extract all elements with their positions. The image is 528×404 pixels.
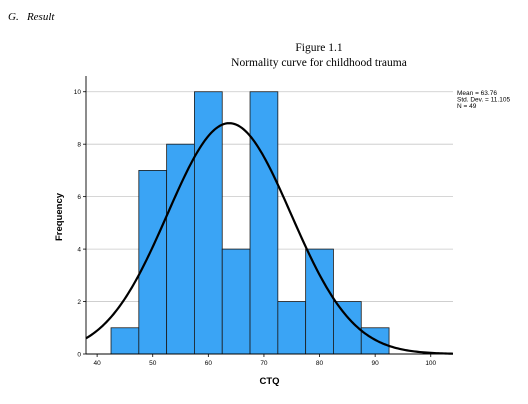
x-tick-label: 100 (425, 360, 436, 367)
x-tick-label: 50 (149, 360, 157, 367)
section-heading: G. Result (8, 11, 55, 23)
y-tick-label: 6 (77, 194, 81, 201)
histogram-bar (110, 327, 140, 355)
histogram-bar (277, 301, 307, 355)
histogram-bar (194, 91, 223, 355)
x-tick-label: 60 (205, 360, 213, 367)
normal-curve (85, 122, 454, 355)
x-tick-label: 90 (372, 360, 380, 367)
histogram-bar (305, 248, 334, 355)
axes (83, 76, 453, 357)
histogram-bar (249, 91, 279, 355)
histogram-bar (221, 248, 251, 355)
x-tick-label: 70 (260, 360, 268, 367)
y-tick-label: 10 (74, 89, 82, 96)
y-tick-label: 2 (77, 299, 81, 306)
stats-line: N = 49 (457, 103, 477, 110)
x-tick-label: 80 (316, 360, 324, 367)
y-tick-label: 4 (77, 246, 81, 253)
histogram-bars (110, 91, 390, 355)
histogram-bar (138, 170, 168, 355)
histogram-bar (166, 143, 195, 355)
y-tick-label: 0 (77, 351, 81, 358)
x-tick-label: 40 (94, 360, 102, 367)
x-axis-title: CTQ (259, 376, 279, 387)
y-axis-title: Frequency (54, 192, 65, 241)
tick-labels: 0 2 4 6 8 10 40 50 60 70 80 90 100 (74, 89, 437, 367)
figure-label: Figure 1.1 (295, 42, 343, 54)
stats-line: Mean = 63.76 (457, 90, 497, 97)
figure-title: Normality curve for childhood trauma (231, 57, 407, 69)
stats-line: Std. Dev. = 11.105 (457, 97, 510, 104)
y-tick-label: 8 (77, 141, 81, 148)
